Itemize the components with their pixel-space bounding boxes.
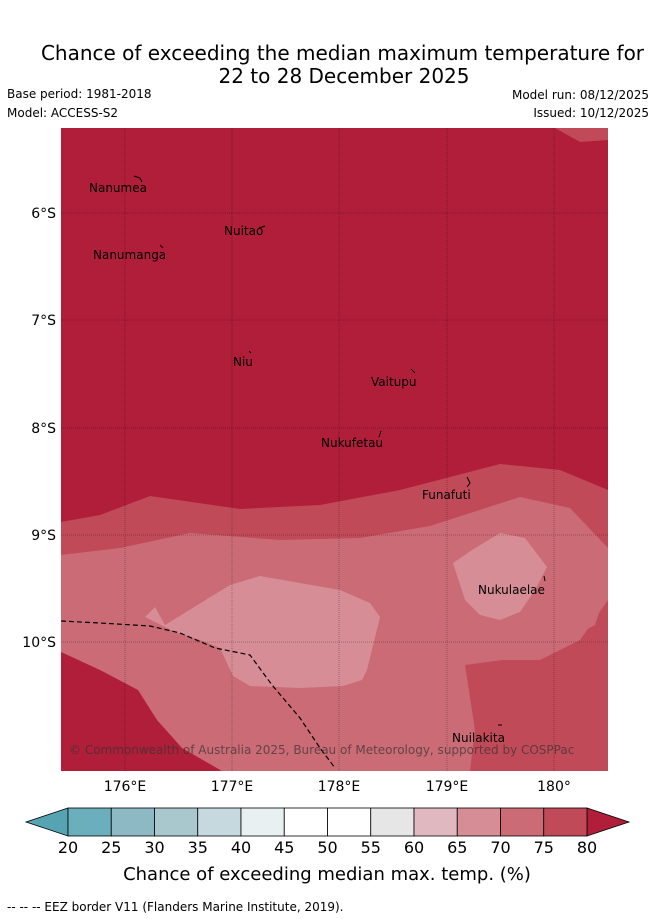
colorbar-tick-label: 25 [101,838,121,857]
lat-label: 7°S [31,313,56,329]
place-label: Vaitupu [371,375,417,389]
colorbar-segment [197,807,242,837]
copyright-notice: © Commonwealth of Australia 2025, Bureau… [69,743,574,757]
colorbar-label: Chance of exceeding median max. temp. (%… [123,864,531,885]
colorbar-tick-label: 20 [58,838,78,857]
colorbar-segment [413,807,458,837]
colorbar-tick-label: 60 [404,838,424,857]
lat-label: 8°S [31,421,56,437]
lat-label: 6°S [31,206,56,222]
island-nukufetau [378,430,382,438]
island-nukulaelae [543,575,546,582]
colorbar-tick-label: 50 [317,838,337,857]
island-niu [248,350,252,354]
eez-border [61,620,336,769]
place-label: Nuilakita [452,731,505,745]
band-60-65-west [145,576,380,688]
island-vaitupu [410,368,416,374]
colorbar-under-arrow [24,807,69,837]
island-nanumanga [159,244,164,249]
island-nuitao [258,225,266,229]
colorbar-tick-label: 55 [361,838,381,857]
place-label: Nukufetau [321,436,383,450]
band-70-75-north [555,128,608,142]
base-period: Base period: 1981-2018 [7,87,152,101]
issued-date: Issued: 10/12/2025 [533,106,649,120]
island-nanumea [133,175,143,183]
colorbar-segment [283,807,328,837]
colorbar-segment [543,807,588,837]
colorbar-tick-label: 70 [490,838,510,857]
place-label: Niu [233,355,253,369]
colorbar-tick-label: 80 [577,838,597,857]
colorbar-tick-label: 65 [447,838,467,857]
place-label: Funafuti [422,488,471,502]
place-label: Nuitao [224,224,263,238]
lat-label: 9°S [31,528,56,544]
eez-legend: -- -- -- EEZ border V11 (Flanders Marine… [7,900,344,914]
island-funafuti [466,476,471,488]
map-title-line2: 22 to 28 December 2025 [218,64,470,88]
colorbar-segment [154,807,199,837]
probability-map: Nanumea Nuitao Nanumanga Niu Vaitupu Nuk… [61,128,608,771]
map-title-line1: Chance of exceeding the median maximum t… [40,41,645,65]
lon-label: 176°E [104,779,147,795]
colorbar: 20 25 30 35 40 45 50 55 60 65 70 75 80 Chance of exc… [24,807,631,885]
model-name: Model: ACCESS-S2 [7,106,119,120]
colorbar-segment [327,807,372,837]
place-label: Nanumanga [93,248,166,262]
colorbar-segment [370,807,415,837]
lon-label: 179°E [426,779,469,795]
colorbar-tick-label: 40 [231,838,251,857]
colorbar-segment [240,807,285,837]
lon-label: 180° [537,779,571,795]
colorbar-tick-label: 30 [144,838,164,857]
colorbar-segment [67,807,112,837]
colorbar-over-arrow [586,807,631,837]
colorbar-tick-label: 45 [274,838,294,857]
band-75-80-southwest [61,652,222,771]
lat-label: 10°S [22,635,56,651]
colorbar-tick-label: 75 [534,838,554,857]
band-60-65-east [453,533,547,620]
lon-label: 177°E [211,779,254,795]
colorbar-segment [500,807,545,837]
colorbar-tick-label: 35 [188,838,208,857]
place-label: Nukulaelae [478,583,545,597]
place-label: Nanumea [89,181,147,195]
colorbar-segment [110,807,155,837]
islands [133,175,546,726]
lon-label: 178°E [318,779,361,795]
colorbar-segment [456,807,501,837]
model-run: Model run: 08/12/2025 [511,88,649,102]
